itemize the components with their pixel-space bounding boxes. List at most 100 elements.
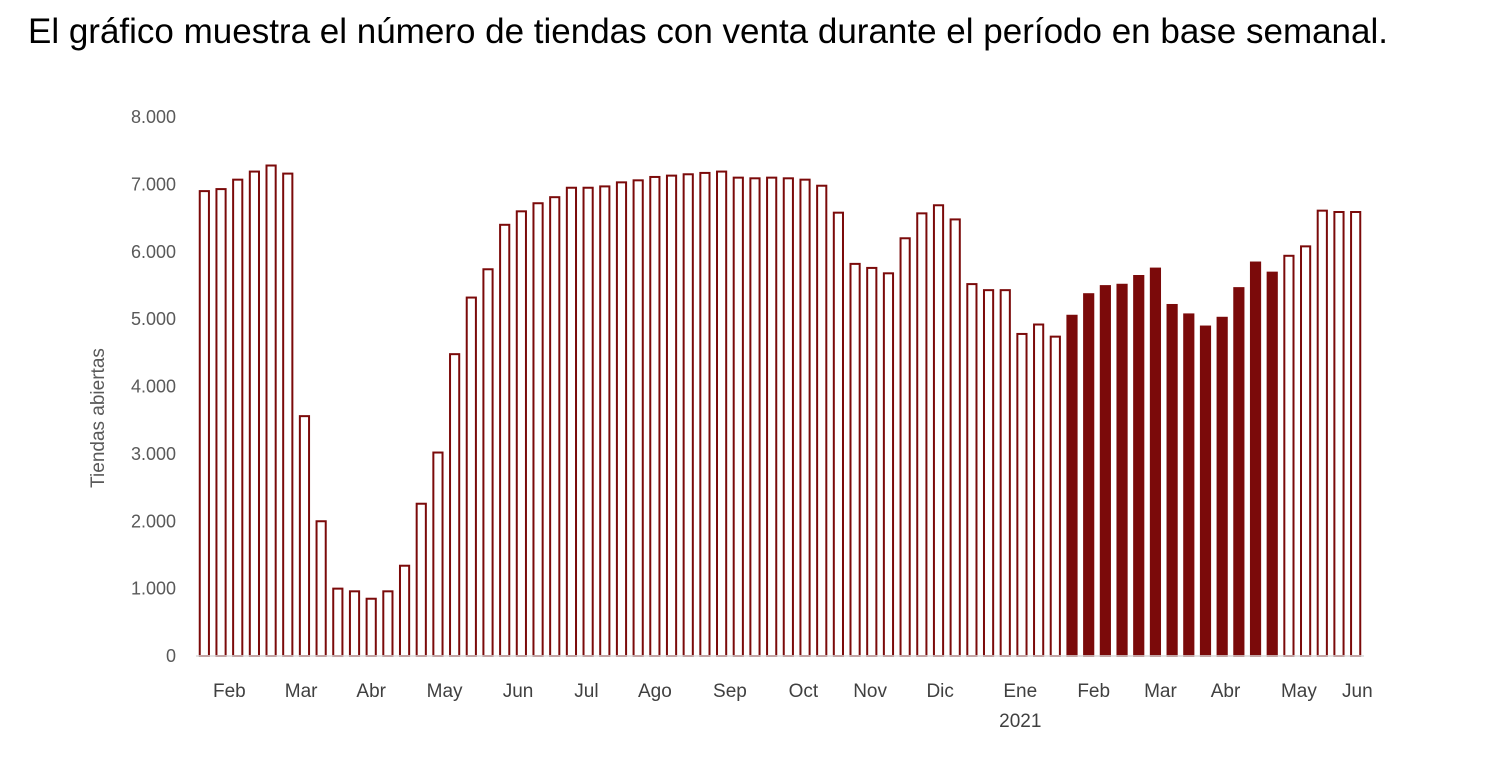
bar [1233,287,1245,657]
x-tick-label: Mar [1144,681,1177,702]
x-tick-label: Sep [713,681,747,702]
bar [999,289,1011,657]
y-tick-label: 8.000 [131,107,176,127]
bar [682,173,694,658]
bar [732,176,744,657]
x-tick-label: Dic [926,681,953,702]
bar [248,170,260,657]
bar [665,174,678,657]
bar [866,266,878,657]
x-axis-month-labels: Feb Mar Abr May Jun Jul Ago Sep Oct Nov Dic Ene Feb M… [213,681,1373,732]
bar [832,211,844,657]
bar [398,564,411,657]
y-tick-label: 5.000 [131,309,176,329]
bar [632,179,644,658]
bar [782,177,794,657]
y-tick-label: 1.000 [131,579,176,599]
bar [1066,314,1078,657]
bar [916,212,928,657]
bar [716,170,728,657]
bar [649,175,661,658]
bar [449,353,461,657]
x-year-label: 2021 [999,711,1041,732]
bar [1149,267,1162,657]
x-tick-label: Jun [503,681,534,702]
x-tick-label: Feb [213,681,246,702]
bar [298,415,311,658]
y-tick-label: 2.000 [131,511,176,531]
x-tick-label: Nov [853,681,887,702]
x-tick-label: May [1281,681,1317,702]
bar [1316,209,1328,657]
bar [332,587,344,658]
y-tick-label: 0 [166,646,176,666]
y-tick-label: 7.000 [131,174,176,194]
bar [1249,261,1262,657]
bar [415,502,427,658]
y-axis-label: Tiendas abiertas [88,348,109,488]
bar [515,210,527,658]
bar [1300,245,1312,658]
bar [549,196,561,657]
bar [382,590,394,658]
y-tick-label: 6.000 [131,242,176,262]
bar [1216,316,1228,657]
x-tick-label: Jul [574,681,598,702]
bar [932,204,945,657]
bar [1350,211,1362,657]
bar [799,178,811,657]
bar [432,451,444,657]
bar [1016,332,1028,657]
bar [882,272,895,657]
y-tick-label: 3.000 [131,444,176,464]
y-axis-ticks: 0 1.000 2.000 3.000 4.000 5.000 6.000 7.000 8.00… [131,107,176,666]
bar [532,202,544,658]
bar [816,184,828,657]
bar [265,164,277,657]
bar [599,185,611,657]
bar [1083,293,1095,657]
x-tick-label: Mar [285,681,318,702]
x-tick-label: Feb [1077,681,1110,702]
x-tick-label: Jun [1342,681,1373,702]
x-tick-label: Abr [356,681,386,702]
bar [1099,285,1111,657]
bar [482,268,494,657]
bar [1166,303,1178,657]
bar [282,172,294,657]
x-tick-label: Abr [1211,681,1241,702]
bar [615,181,628,657]
bar [1283,254,1295,657]
bar [198,190,210,658]
bar [982,289,995,657]
bar [1266,271,1278,657]
bar [899,237,911,658]
x-tick-label: Ago [638,681,672,702]
bar [465,296,477,657]
bar [699,171,711,657]
bar [1333,211,1345,657]
bar [966,283,978,657]
bars [198,164,1362,658]
bar [1116,283,1128,657]
bar [1049,335,1061,657]
bar [232,178,244,657]
bar [949,218,961,657]
bar [365,597,377,657]
bar [215,188,227,657]
bar [749,177,761,657]
bar [849,262,861,657]
bar [582,186,594,658]
bar [766,176,778,657]
bar [565,186,578,658]
bar [499,223,511,658]
page-caption: El gráfico muestra el número de tiendas … [28,12,1388,51]
bar [348,590,361,658]
x-tick-label: Ene [1003,681,1037,702]
bar [1183,313,1195,657]
bar [1199,325,1212,657]
y-tick-label: 4.000 [131,377,176,397]
bar [1133,275,1145,657]
x-tick-label: May [427,681,463,702]
